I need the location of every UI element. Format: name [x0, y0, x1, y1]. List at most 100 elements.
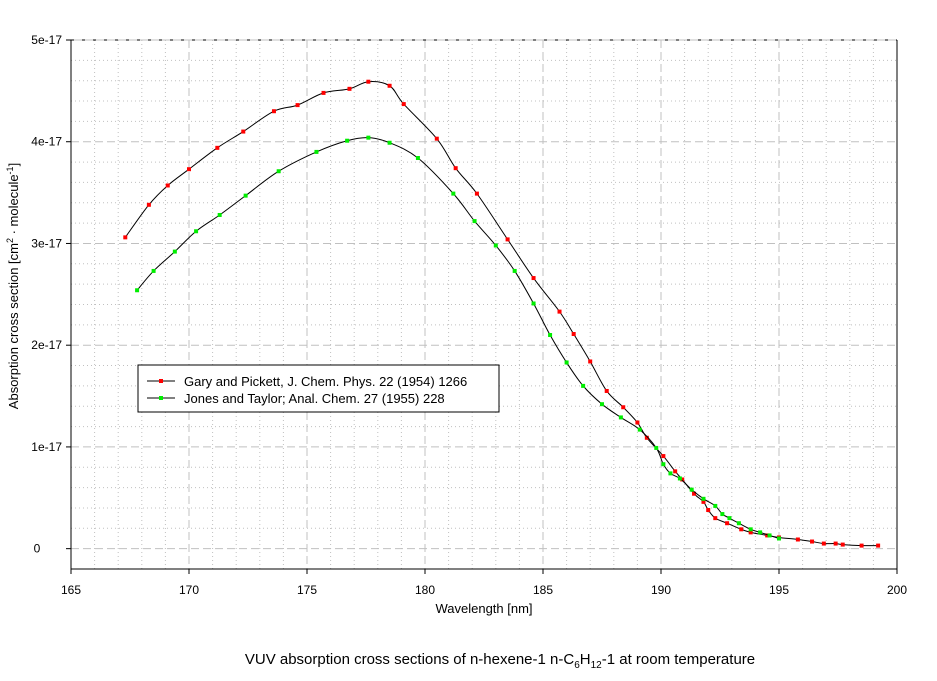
data-point-0: [505, 237, 510, 242]
data-point-1: [661, 462, 666, 467]
x-tick-label: 195: [769, 583, 789, 597]
data-point-1: [581, 383, 586, 388]
data-point-0: [241, 129, 246, 134]
data-point-1: [151, 268, 156, 273]
data-point-0: [453, 166, 458, 171]
data-point-1: [767, 533, 772, 538]
data-point-0: [644, 435, 649, 440]
x-tick-label: 175: [297, 583, 317, 597]
data-point-0: [146, 202, 151, 207]
tick-labels: 165 170 175 180 185 190 195 200 0 1e-17 2e-17 3e-17…: [31, 33, 907, 597]
legend: Gary and Pickett, J. Chem. Phys. 22 (195…: [137, 364, 500, 413]
data-point-0: [713, 516, 718, 521]
legend-label-0: Gary and Pickett, J. Chem. Phys. 22 (195…: [184, 374, 467, 389]
data-point-1: [637, 427, 642, 432]
data-point-1: [777, 536, 781, 541]
data-point-0: [840, 542, 845, 547]
data-point-1: [276, 169, 281, 174]
data-point-0: [833, 541, 838, 546]
data-point-1: [720, 512, 725, 517]
y-tick-label: 0: [34, 542, 41, 556]
data-point-1: [600, 402, 604, 407]
legend-marker-0: [159, 379, 163, 383]
legend-label-1: Jones and Taylor; Anal. Chem. 27 (1955) …: [184, 391, 445, 406]
y-tick-label: 1e-17: [31, 440, 62, 454]
data-point-0: [876, 543, 881, 548]
x-tick-label: 170: [179, 583, 199, 597]
axes: [66, 39, 898, 574]
data-point-0: [531, 276, 536, 281]
data-point-1: [701, 496, 706, 501]
data-point-1: [387, 140, 392, 145]
data-point-0: [859, 543, 864, 548]
data-point-0: [748, 530, 753, 535]
data-point-0: [321, 90, 326, 95]
data-point-0: [795, 537, 800, 542]
data-point-1: [345, 138, 350, 143]
data-point-0: [810, 539, 815, 544]
y-tick-label: 2e-17: [31, 338, 62, 352]
data-point-0: [692, 491, 697, 496]
x-tick-label: 165: [61, 583, 81, 597]
data-point-0: [821, 541, 826, 546]
data-point-1: [314, 149, 319, 154]
data-point-1: [548, 333, 553, 338]
data-point-1: [172, 249, 177, 254]
data-point-1: [677, 476, 682, 481]
series-group: [123, 79, 881, 548]
data-point-1: [217, 212, 222, 217]
data-point-1: [243, 193, 248, 198]
data-point-1: [194, 229, 199, 234]
data-point-1: [736, 521, 741, 526]
data-point-1: [512, 268, 517, 273]
data-point-0: [387, 83, 392, 88]
legend-marker-1: [159, 396, 163, 400]
data-point-0: [588, 359, 593, 364]
data-point-0: [366, 79, 371, 84]
data-point-0: [474, 191, 479, 196]
data-point-1: [689, 487, 694, 492]
data-point-0: [604, 388, 609, 393]
data-point-0: [680, 477, 685, 482]
data-point-0: [123, 235, 128, 240]
grid: [71, 40, 897, 570]
data-point-0: [739, 527, 744, 532]
data-point-1: [668, 471, 673, 476]
data-point-0: [215, 145, 220, 150]
y-tick-label: 5e-17: [31, 33, 62, 47]
data-point-1: [451, 191, 456, 196]
data-point-0: [706, 507, 711, 512]
data-point-1: [472, 219, 477, 224]
x-tick-label: 185: [533, 583, 553, 597]
data-point-0: [635, 420, 640, 425]
data-point-0: [673, 469, 678, 474]
data-point-1: [415, 156, 420, 161]
data-point-1: [748, 527, 753, 532]
data-point-0: [557, 309, 562, 314]
data-point-1: [758, 530, 763, 535]
data-point-0: [571, 332, 576, 337]
legend-box: [137, 364, 500, 413]
data-point-1: [531, 301, 536, 306]
data-point-0: [271, 109, 276, 114]
data-point-1: [654, 445, 659, 450]
data-point-1: [366, 135, 371, 140]
data-point-0: [295, 103, 300, 108]
data-point-1: [727, 516, 732, 521]
data-point-0: [434, 136, 439, 141]
x-tick-label: 190: [651, 583, 671, 597]
data-point-0: [701, 499, 706, 504]
data-point-1: [713, 503, 718, 508]
x-tick-label: 180: [415, 583, 435, 597]
data-point-1: [493, 243, 498, 248]
chart-title: VUV absorption cross sections of n-hexen…: [245, 651, 755, 671]
y-tick-label: 4e-17: [31, 135, 62, 149]
data-point-0: [347, 86, 352, 91]
data-point-0: [621, 405, 626, 410]
data-point-1: [135, 288, 140, 293]
data-point-0: [661, 454, 666, 459]
y-axis-label: Absorption cross section [cm2 · molecule…: [5, 163, 21, 409]
x-axis-label: Wavelength [nm]: [435, 601, 532, 616]
data-point-1: [618, 415, 623, 420]
